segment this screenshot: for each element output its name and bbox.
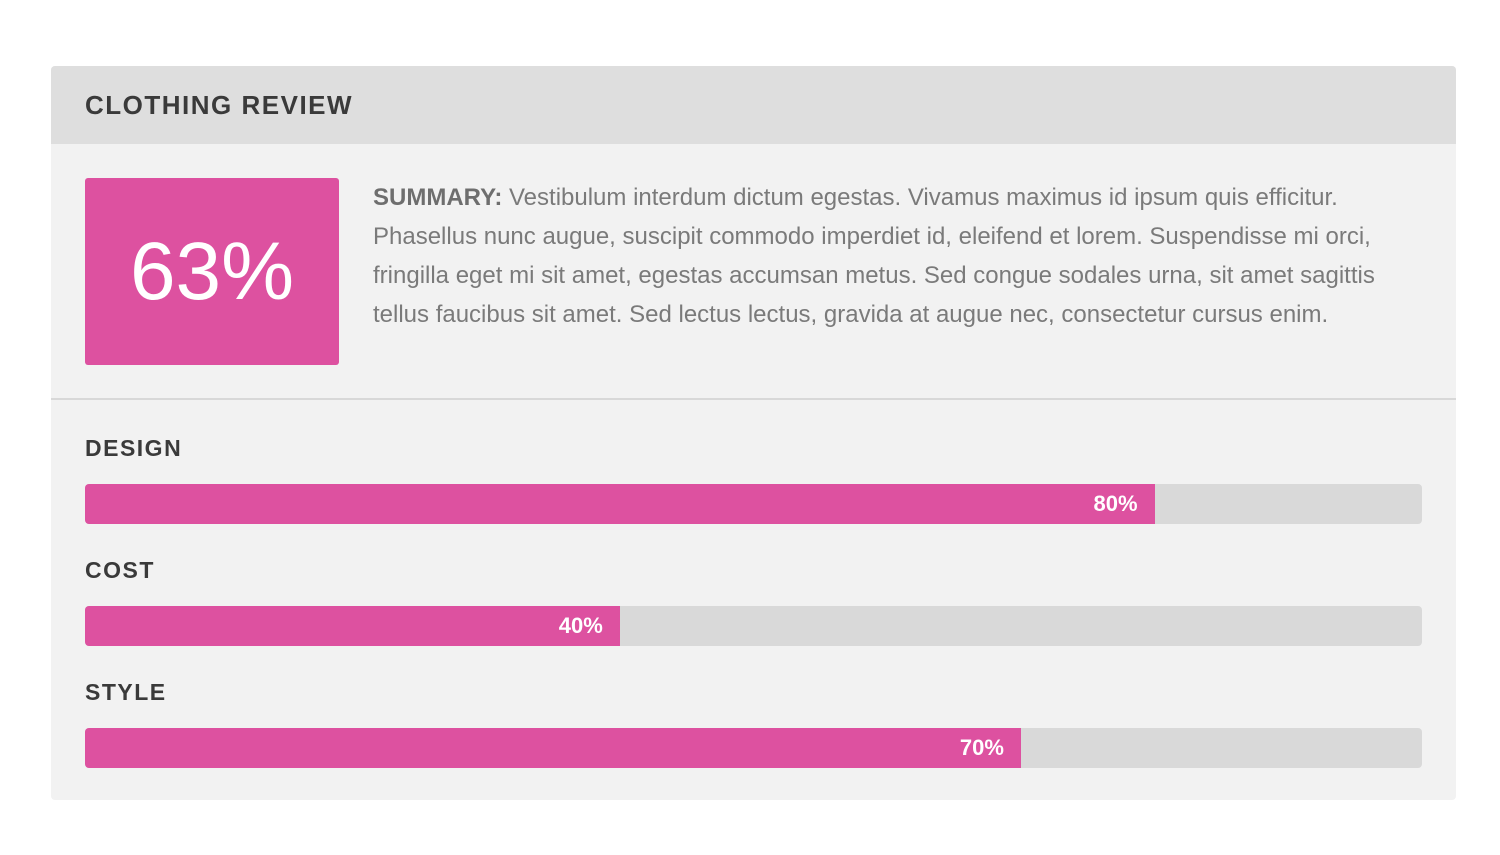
progress-track: 80% [85,484,1422,524]
review-card: CLOTHING REVIEW 63% SUMMARY: Vestibulum … [51,66,1456,800]
progress-fill: 40% [85,606,620,646]
rating-label: STYLE [85,679,167,705]
summary-body: Vestibulum interdum dictum egestas. Viva… [373,184,1375,328]
rating-cost: COST 40% [85,556,1422,646]
summary-paragraph: SUMMARY: Vestibulum interdum dictum eges… [373,178,1419,334]
card-title: CLOTHING REVIEW [85,89,354,120]
progress-value: 40% [558,613,603,638]
overall-score-badge: 63% [85,178,339,365]
progress-track: 70% [85,728,1422,768]
summary-section: 63% SUMMARY: Vestibulum interdum dictum … [51,144,1456,400]
rating-label: COST [85,557,155,583]
rating-label: DESIGN [85,435,183,461]
progress-track: 40% [85,606,1422,646]
overall-score-value: 63% [129,225,295,317]
summary-label: SUMMARY: [373,184,503,211]
progress-value: 70% [959,735,1004,760]
card-header: CLOTHING REVIEW [51,66,1456,144]
progress-fill: 70% [85,728,1021,768]
progress-value: 80% [1093,491,1138,516]
progress-fill: 80% [85,484,1155,524]
rating-design: DESIGN 80% [85,434,1422,524]
rating-style: STYLE 70% [85,678,1422,768]
